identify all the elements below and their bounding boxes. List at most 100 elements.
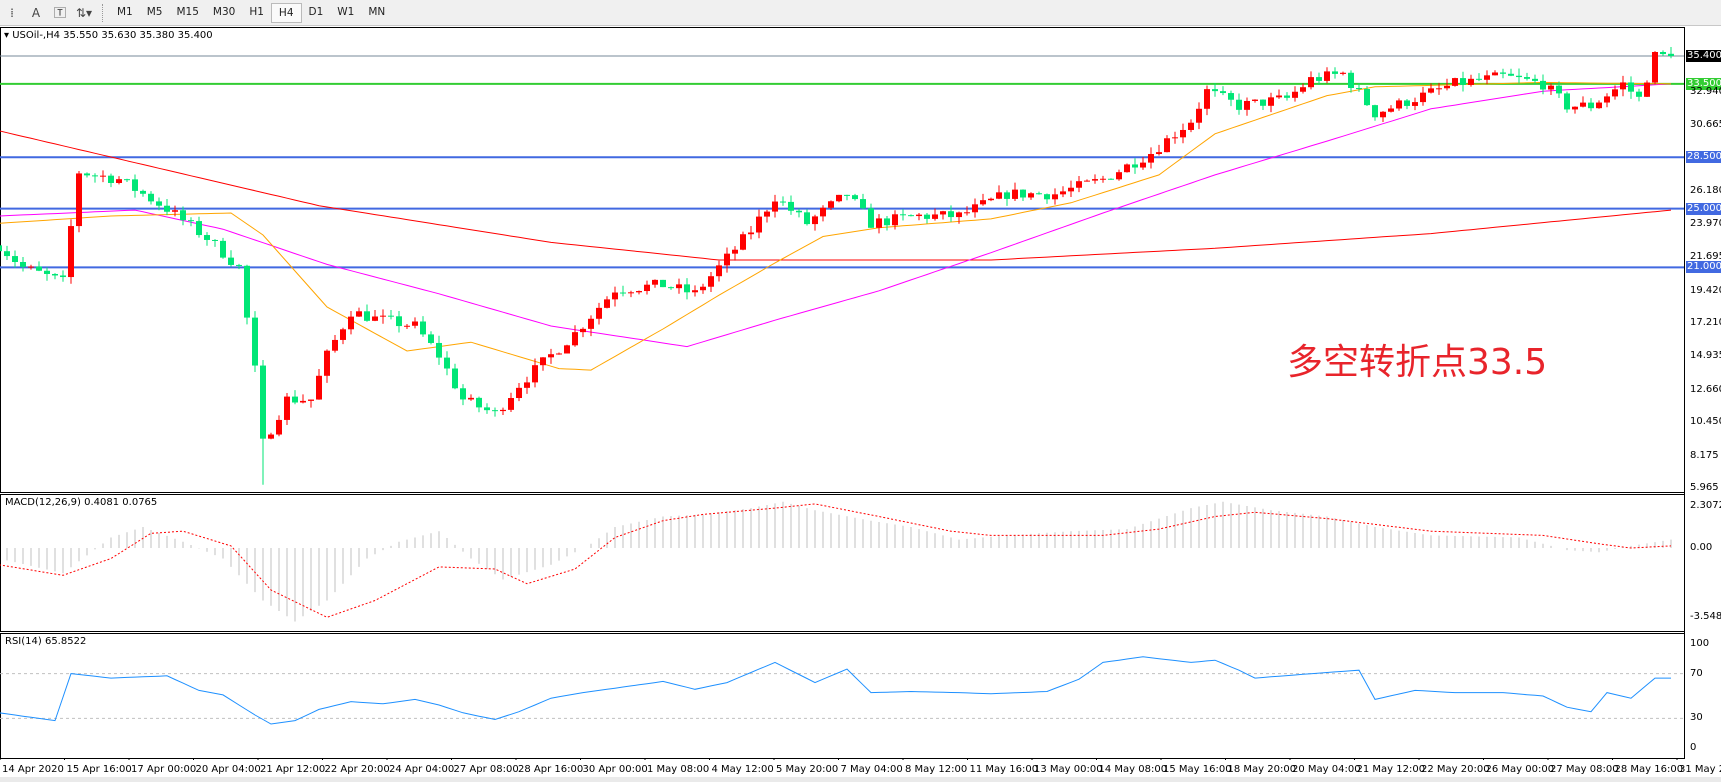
timeframe-mn[interactable]: MN <box>368 5 386 18</box>
candle-bullish <box>540 357 546 366</box>
candle-bearish <box>1284 95 1290 98</box>
candle-bearish <box>804 212 810 225</box>
candle-bullish <box>1452 78 1458 86</box>
timeframe-h4[interactable]: H4 <box>270 2 302 23</box>
timeframe-d1[interactable]: D1 <box>308 5 324 18</box>
candle-bearish <box>124 179 130 181</box>
macd-axis-label: 0.00 <box>1690 542 1713 553</box>
price-axis-label: 26.180 <box>1690 185 1721 197</box>
candle-bullish <box>1124 164 1130 173</box>
moving-average-slow <box>0 130 1672 261</box>
candle-bearish <box>148 193 154 202</box>
candle-bearish <box>44 270 50 274</box>
time-axis-label: 26 May 00:00 <box>1485 764 1555 775</box>
candle-bearish <box>1636 91 1642 97</box>
time-axis-label: 15 Apr 16:00 <box>66 764 132 775</box>
annotation-text: 多空转折点33.5 <box>1287 342 1548 383</box>
candle-bullish <box>612 292 618 300</box>
candle-bullish <box>932 214 938 219</box>
candle-bullish <box>1420 92 1426 103</box>
text-label-icon[interactable]: A <box>31 5 41 20</box>
candle-bearish <box>436 342 442 358</box>
candle-bullish <box>1076 181 1082 188</box>
time-axis-label: 14 Apr 2020 <box>2 764 64 775</box>
candle-bearish <box>1212 89 1218 92</box>
candle-bearish <box>1316 77 1322 81</box>
candle-bearish <box>388 315 394 317</box>
candle-bearish <box>260 365 266 439</box>
rsi-axis-label: 30 <box>1690 712 1703 724</box>
rsi-panel[interactable]: RSI(14) 65.8522 <box>0 633 1685 759</box>
candle-bearish <box>1668 53 1674 56</box>
candle-bullish <box>708 276 714 287</box>
candle-bullish <box>532 365 538 383</box>
moving-average-mid <box>0 83 1672 348</box>
candle-bullish <box>916 214 922 217</box>
candle-bearish <box>84 173 90 176</box>
candle-bearish <box>780 201 786 203</box>
candle-bullish <box>1468 78 1474 85</box>
timeframe-m5[interactable]: M5 <box>146 5 163 18</box>
time-axis-label: 21 Apr 12:00 <box>260 764 326 775</box>
level-tag: 33.500 <box>1686 77 1721 90</box>
candle-bullish <box>836 194 842 202</box>
candle-bullish <box>940 211 946 215</box>
arrows-icon[interactable]: ⇅▾ <box>75 5 93 20</box>
price-axis-label: 21.695 <box>1690 251 1721 263</box>
candle-bearish <box>684 284 690 293</box>
collapse-arrow-icon[interactable]: ▾ <box>4 30 10 41</box>
candle-bearish <box>420 321 426 335</box>
candle-bearish <box>884 218 890 226</box>
candle-bearish <box>844 194 850 196</box>
candle-bearish <box>852 195 858 200</box>
candle-bullish <box>676 284 682 289</box>
candle-bullish <box>1436 88 1442 90</box>
moving-average-fast <box>0 81 1672 371</box>
candle-bearish <box>484 407 490 411</box>
candle-bearish <box>364 311 370 321</box>
candle-bullish <box>1148 154 1154 163</box>
candle-bearish <box>428 334 434 343</box>
candle-bullish <box>1380 111 1386 118</box>
text-box-icon[interactable]: 🅃 <box>53 6 66 20</box>
candle-bearish <box>292 396 298 403</box>
candle-bullish <box>724 253 730 266</box>
candle-bearish <box>908 215 914 217</box>
price-axis-label: 19.420 <box>1690 284 1721 296</box>
candle-bullish <box>356 311 362 317</box>
candle-bullish <box>76 173 82 227</box>
candle-bullish <box>284 396 290 420</box>
candle-bullish <box>1068 187 1074 192</box>
time-axis-label: 20 Apr 04:00 <box>195 764 261 775</box>
candle-bearish <box>452 368 458 389</box>
candle-bearish <box>0 245 2 252</box>
price-axis-label: 30.665 <box>1690 119 1721 131</box>
candle-bullish <box>1300 87 1306 92</box>
candle-bearish <box>1588 102 1594 109</box>
candle-bearish <box>948 211 954 218</box>
candle-bullish <box>1204 89 1210 109</box>
period-separator-icon[interactable]: ⁞ <box>10 5 14 20</box>
candle-bullish <box>340 329 346 340</box>
time-axis-label: 4 May 12:00 <box>711 764 774 775</box>
timeframe-m15[interactable]: M15 <box>176 5 199 18</box>
candle-bearish <box>1260 99 1266 106</box>
timeframe-m30[interactable]: M30 <box>212 5 236 18</box>
candle-bullish <box>1340 72 1346 74</box>
timeframe-m1[interactable]: M1 <box>117 5 133 18</box>
price-axis-label: 5.965 <box>1690 481 1719 493</box>
macd-panel[interactable]: MACD(12,26,9) 0.4081 0.0765 <box>0 494 1685 632</box>
timeframe-w1[interactable]: W1 <box>337 5 355 18</box>
candle-bearish <box>108 175 114 183</box>
candle-bullish <box>1188 122 1194 130</box>
candle-bearish <box>1236 99 1242 110</box>
candle-bullish <box>764 211 770 217</box>
candle-bullish <box>1580 102 1586 107</box>
candle-bearish <box>1508 73 1514 76</box>
candle-bearish <box>1044 194 1050 200</box>
candle-bullish <box>1484 75 1490 80</box>
timeframe-h1[interactable]: H1 <box>249 5 264 18</box>
candle-bullish <box>1428 88 1434 93</box>
candle-bearish <box>52 273 58 276</box>
candle-bullish <box>756 216 762 233</box>
